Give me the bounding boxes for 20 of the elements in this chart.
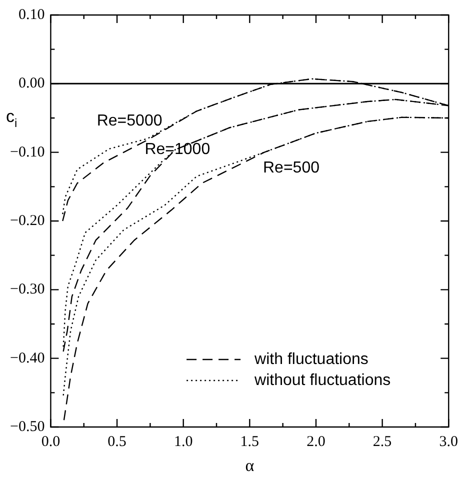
x-tick-label: 0.0	[41, 434, 60, 450]
x-tick-label: 2.5	[372, 434, 392, 450]
legend-label: with fluctuations	[254, 350, 368, 368]
y-tick-label: −0.20	[10, 212, 45, 229]
x-axis-title: α	[245, 456, 254, 475]
x-tick-label: 3.0	[439, 434, 458, 450]
y-tick-label: 0.10	[18, 6, 45, 23]
y-tick-label: −0.50	[10, 418, 45, 435]
annotation: Re=1000	[144, 140, 210, 158]
x-tick-label: 2.0	[306, 434, 326, 450]
annotation: Re=5000	[96, 112, 162, 130]
legend-label: without fluctuations	[254, 372, 391, 389]
y-tick-label: −0.40	[10, 350, 45, 366]
y-tick-label: −0.30	[10, 282, 45, 298]
x-tick-label: 0.5	[108, 434, 126, 450]
annotation: Re=500	[263, 160, 320, 177]
x-tick-label: 1.5	[240, 434, 260, 450]
y-tick-label: −0.10	[10, 144, 45, 160]
y-tick-label: 0.00	[18, 76, 45, 92]
x-tick-label: 1.0	[174, 434, 193, 450]
